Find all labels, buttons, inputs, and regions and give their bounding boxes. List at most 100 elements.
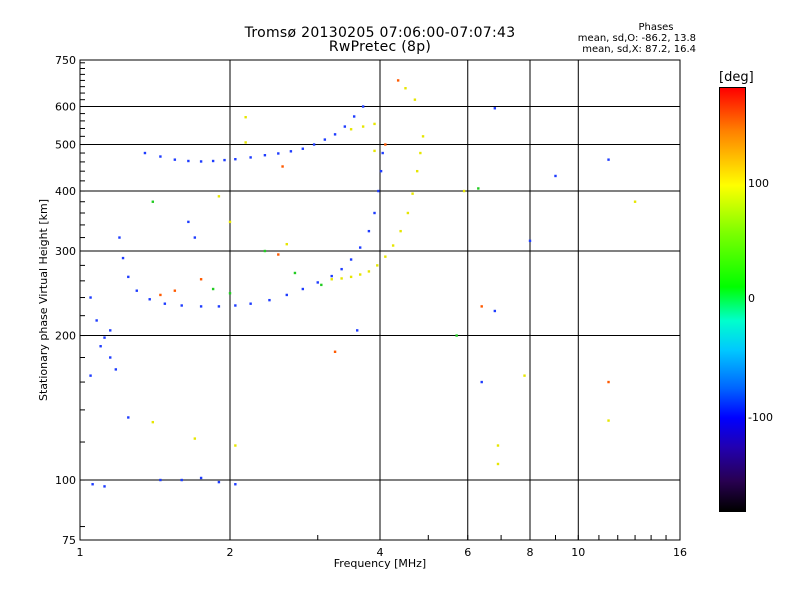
data-point-other2 [477,187,480,190]
data-point-other [277,253,280,256]
y-tick-label: 200 [55,330,76,343]
data-point-o [109,329,112,332]
data-point-x [244,141,247,144]
data-point-o [103,485,106,488]
data-point-o [89,296,92,299]
title-line-1: Tromsø 20130205 07:06:00-07:07:43 [244,25,516,41]
data-points [89,79,637,488]
data-point-o [159,155,162,158]
y-axis-ticks: 75 100 200 300 400 500 600 750 [55,54,85,547]
data-point-o [127,416,130,419]
data-point-x [349,275,353,279]
y-tick-label: 300 [55,245,76,258]
data-point-x [411,192,414,195]
data-point-x [361,125,365,128]
data-point-o [554,174,557,178]
data-point-o [118,236,121,239]
data-point-x [523,374,526,377]
data-point-x [244,116,247,119]
data-point-o [528,239,532,243]
data-point-o [316,281,319,284]
data-point-o [268,298,271,302]
data-point-x [151,420,155,424]
data-point-x [193,437,197,440]
data-point-other2 [293,271,297,275]
colorbar-unit: [deg] [719,70,754,85]
data-point-x [358,273,362,276]
data-point-o [381,151,384,155]
x-tick-label: 10 [571,546,585,559]
data-point-o [493,309,497,313]
data-point-o [143,151,147,155]
data-point-other [396,79,400,82]
x-tick-label: 4 [377,546,384,559]
y-tick-label: 400 [55,185,76,198]
data-point-o [249,302,252,305]
y-tick-label: 600 [55,101,76,114]
data-point-o [289,150,293,153]
data-point-other2 [228,292,232,295]
data-point-o [99,345,102,348]
data-point-o [103,336,106,339]
data-point-o [109,356,112,359]
data-point-other2 [263,249,267,253]
y-tick-label: 750 [55,54,76,67]
data-point-o [199,305,203,308]
y-tick-label: 100 [55,474,76,487]
colorbar-tick-minus-100: -100 [748,411,773,424]
data-point-o [95,319,98,322]
data-point-o [180,304,183,307]
data-point-o [373,211,376,215]
data-point-o [121,256,125,260]
data-point-o [127,275,130,279]
data-point-o [234,304,237,307]
data-point-x [462,189,466,193]
data-point-o [277,152,280,155]
x-tick-label: 6 [464,546,471,559]
data-point-other [199,278,203,281]
y-axis-label: Stationary phase Virtual Height [km] [37,199,50,401]
data-point-o [217,305,221,308]
x-tick-label: 16 [673,546,687,559]
data-point-o [187,159,190,163]
data-point-o [173,158,177,161]
data-point-o [377,189,380,193]
data-point-o [180,478,183,482]
data-point-x [384,255,387,258]
data-point-x [391,244,395,247]
data-point-o [493,107,497,110]
data-point-x [234,444,237,447]
data-point-o [301,287,305,291]
data-point-x [217,195,221,198]
data-point-o [607,158,610,161]
data-point-o [148,298,151,301]
data-point-other [281,165,284,168]
data-point-o [199,476,203,480]
x-axis-label: Frequency [MHz] [334,557,426,570]
data-point-x [340,277,343,280]
data-point-other2 [320,283,323,287]
data-point-o [163,302,167,305]
data-point-other [159,293,162,297]
data-point-other2 [151,200,155,203]
x-tick-label: 1 [77,546,84,559]
phases-x-stats: mean, sd,X: 87.2, 16.4 [582,44,696,55]
data-point-other [480,305,483,308]
colorbar-tick-100: 100 [748,177,769,190]
chart-title: Tromsø 20130205 07:06:00-07:07:43 RwPret… [200,26,560,54]
y-tick-label: 75 [62,534,76,547]
data-point-x [496,444,500,447]
data-point-x [376,264,379,267]
data-point-o [333,133,337,136]
data-point-other [333,350,337,353]
data-point-o [352,115,356,118]
data-point-x [413,98,417,101]
data-point-x [330,278,333,281]
data-point-o [312,143,316,146]
data-point-o [249,156,252,159]
data-point-o [355,329,359,332]
data-point-o [187,220,190,224]
data-point-x [228,220,232,224]
data-point-o [285,293,288,297]
